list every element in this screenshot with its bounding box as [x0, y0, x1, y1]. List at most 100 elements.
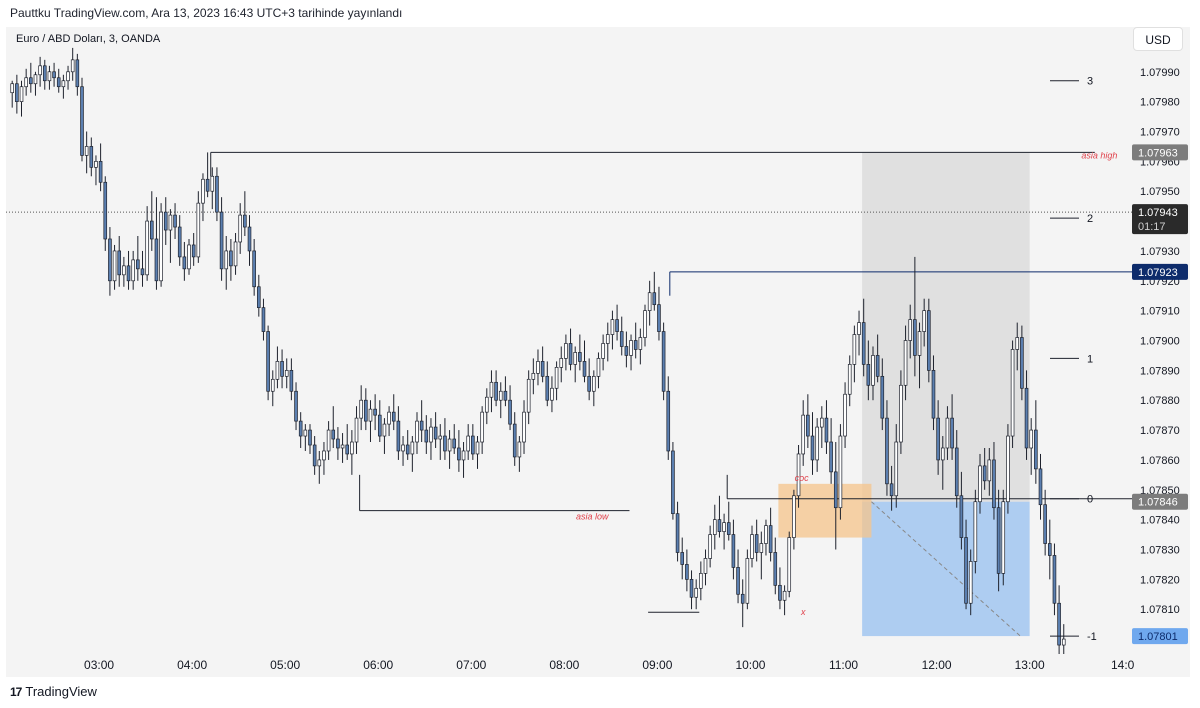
- candle-body: [443, 435, 447, 452]
- candle-body: [657, 304, 661, 332]
- candle-body: [10, 83, 14, 94]
- candle-body: [182, 256, 187, 270]
- candle-body: [1043, 504, 1047, 544]
- x-tick-label: 12:00: [922, 658, 952, 672]
- candle-body: [815, 426, 819, 461]
- candle-body: [745, 558, 750, 604]
- candle-body: [764, 525, 768, 544]
- candle-body: [601, 343, 605, 359]
- candle-body: [340, 444, 345, 449]
- candle-body: [494, 381, 498, 401]
- candle-body: [308, 429, 312, 446]
- candle-body: [266, 331, 270, 392]
- candle-body: [522, 411, 526, 443]
- candle-body: [629, 340, 633, 356]
- candle-body: [573, 352, 577, 365]
- candle-body: [224, 250, 229, 270]
- candle-body: [526, 378, 531, 413]
- candle-body: [168, 214, 173, 231]
- candle-body: [950, 417, 954, 449]
- candle-body: [708, 534, 712, 559]
- candle-body: [722, 522, 726, 532]
- candle-body: [908, 319, 913, 341]
- y-tick-label: 1.07910: [1140, 306, 1180, 318]
- candle-body: [643, 310, 647, 338]
- candle-body: [940, 447, 945, 461]
- candle-body: [559, 358, 564, 368]
- x-tick-label: 11:00: [829, 658, 858, 672]
- candle-body: [726, 522, 731, 535]
- candle-body: [219, 211, 224, 270]
- candle-body: [699, 573, 703, 589]
- candle-body: [1020, 337, 1024, 389]
- candle-body: [270, 378, 275, 392]
- candle-body: [289, 370, 294, 392]
- y-tick-label: 1.07950: [1140, 186, 1180, 198]
- candle-body: [973, 501, 978, 562]
- candle-body: [498, 390, 503, 401]
- y-tick-label: 1.07870: [1140, 425, 1180, 437]
- candle-body: [554, 367, 559, 389]
- candle-body: [508, 399, 512, 425]
- fib-level-label: 3: [1087, 76, 1093, 88]
- currency-button[interactable]: USD: [1133, 27, 1183, 51]
- candle-body: [298, 420, 303, 437]
- candle-body: [889, 483, 894, 497]
- candle-body: [98, 161, 103, 183]
- candle-body: [992, 459, 996, 509]
- y-tick-label: 1.07820: [1140, 574, 1180, 586]
- candle-body: [419, 420, 424, 431]
- candle-body: [480, 411, 484, 443]
- candle-body: [447, 438, 452, 452]
- candle-body: [405, 444, 410, 455]
- candle-body: [149, 220, 154, 240]
- candle-body: [740, 593, 745, 604]
- candle-body: [1015, 337, 1020, 350]
- candle-body: [829, 441, 833, 473]
- candle-body: [154, 238, 159, 282]
- candle-body: [303, 429, 308, 437]
- candle-body: [429, 426, 433, 443]
- candle-body: [238, 214, 242, 243]
- candle-body: [201, 178, 205, 204]
- candle-body: [252, 250, 256, 288]
- candle-body: [326, 429, 331, 452]
- candle-body: [903, 340, 908, 386]
- candle-body: [84, 146, 89, 156]
- candle-body: [159, 211, 163, 282]
- x-tick-label: 03:00: [84, 658, 114, 672]
- candle-body: [187, 244, 191, 270]
- candle-body: [401, 444, 405, 452]
- candle-body: [205, 178, 210, 192]
- candle-body: [126, 265, 131, 282]
- y-tick-label: 1.07900: [1140, 336, 1180, 348]
- candle-body: [624, 346, 629, 356]
- tradingview-logo-icon: 17: [10, 684, 22, 699]
- price-label-countdown: 01:17: [1138, 221, 1166, 233]
- candle-body: [675, 513, 680, 553]
- candle-body: [987, 459, 992, 482]
- candle-body: [280, 361, 284, 377]
- x-tick-label: 09:00: [642, 658, 672, 672]
- candle-body: [852, 334, 857, 365]
- candle-body: [568, 343, 573, 365]
- candle-body: [894, 441, 899, 497]
- candle-body: [466, 435, 470, 452]
- y-tick-label: 1.07980: [1140, 97, 1180, 109]
- candle-body: [364, 399, 368, 422]
- candle-body: [61, 80, 66, 88]
- y-tick-label: 1.07840: [1140, 515, 1180, 527]
- x-tick-label: 06:00: [363, 658, 393, 672]
- candle-body: [847, 364, 852, 395]
- y-tick-label: 1.07990: [1140, 67, 1180, 79]
- candle-body: [540, 361, 545, 377]
- candle-body: [671, 450, 675, 515]
- chart-annotation: asia high: [1081, 150, 1117, 160]
- candle-body: [968, 561, 973, 604]
- candle-body: [215, 175, 219, 213]
- candle-body: [880, 375, 885, 419]
- candle-body: [875, 355, 880, 377]
- candle-body: [70, 59, 75, 73]
- candle-body: [638, 337, 643, 350]
